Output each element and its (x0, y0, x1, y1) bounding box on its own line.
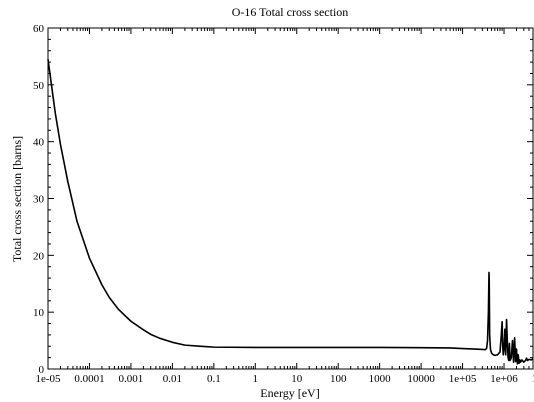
x-axis-label: Energy [eV] (260, 386, 319, 400)
x-tick-label: 1 (253, 373, 259, 385)
x-tick-label: 1e+07 (532, 373, 534, 385)
y-tick-label: 10 (33, 307, 45, 319)
y-tick-label: 20 (33, 250, 45, 262)
x-tick-label: 100 (330, 373, 347, 385)
x-tick-label: 10000 (407, 373, 435, 385)
y-tick-label: 60 (33, 23, 45, 35)
y-tick-label: 30 (33, 194, 45, 206)
y-axis-label: Total cross section [barns] (10, 136, 24, 262)
x-tick-labels: 1e-05 0.0001 0.001 0.01 0.1 1 10 100 1000 10000 1e… (35, 373, 534, 385)
x-tick-label: 1e-05 (35, 373, 61, 385)
axis-ticks (47, 27, 534, 370)
series-layer (47, 59, 534, 365)
x-tick-label: 0.01 (163, 373, 182, 385)
x-tick-label: 1e+06 (490, 373, 518, 385)
x-tick-label: 0.001 (119, 373, 144, 385)
y-tick-labels: 0 10 20 30 40 50 60 (33, 23, 45, 376)
x-tick-label: 1000 (369, 373, 392, 385)
y-tick-label: 0 (39, 364, 45, 376)
x-tick-label: 10 (291, 373, 303, 385)
series-line (47, 59, 534, 365)
y-tick-label: 50 (33, 80, 45, 92)
x-tick-label: 0.1 (207, 373, 221, 385)
chart-title: O-16 Total cross section (232, 5, 349, 19)
plot-frame (47, 27, 534, 370)
y-tick-label: 40 (33, 137, 45, 149)
x-tick-label: 1e+05 (449, 373, 477, 385)
x-tick-label: 0.0001 (74, 373, 104, 385)
